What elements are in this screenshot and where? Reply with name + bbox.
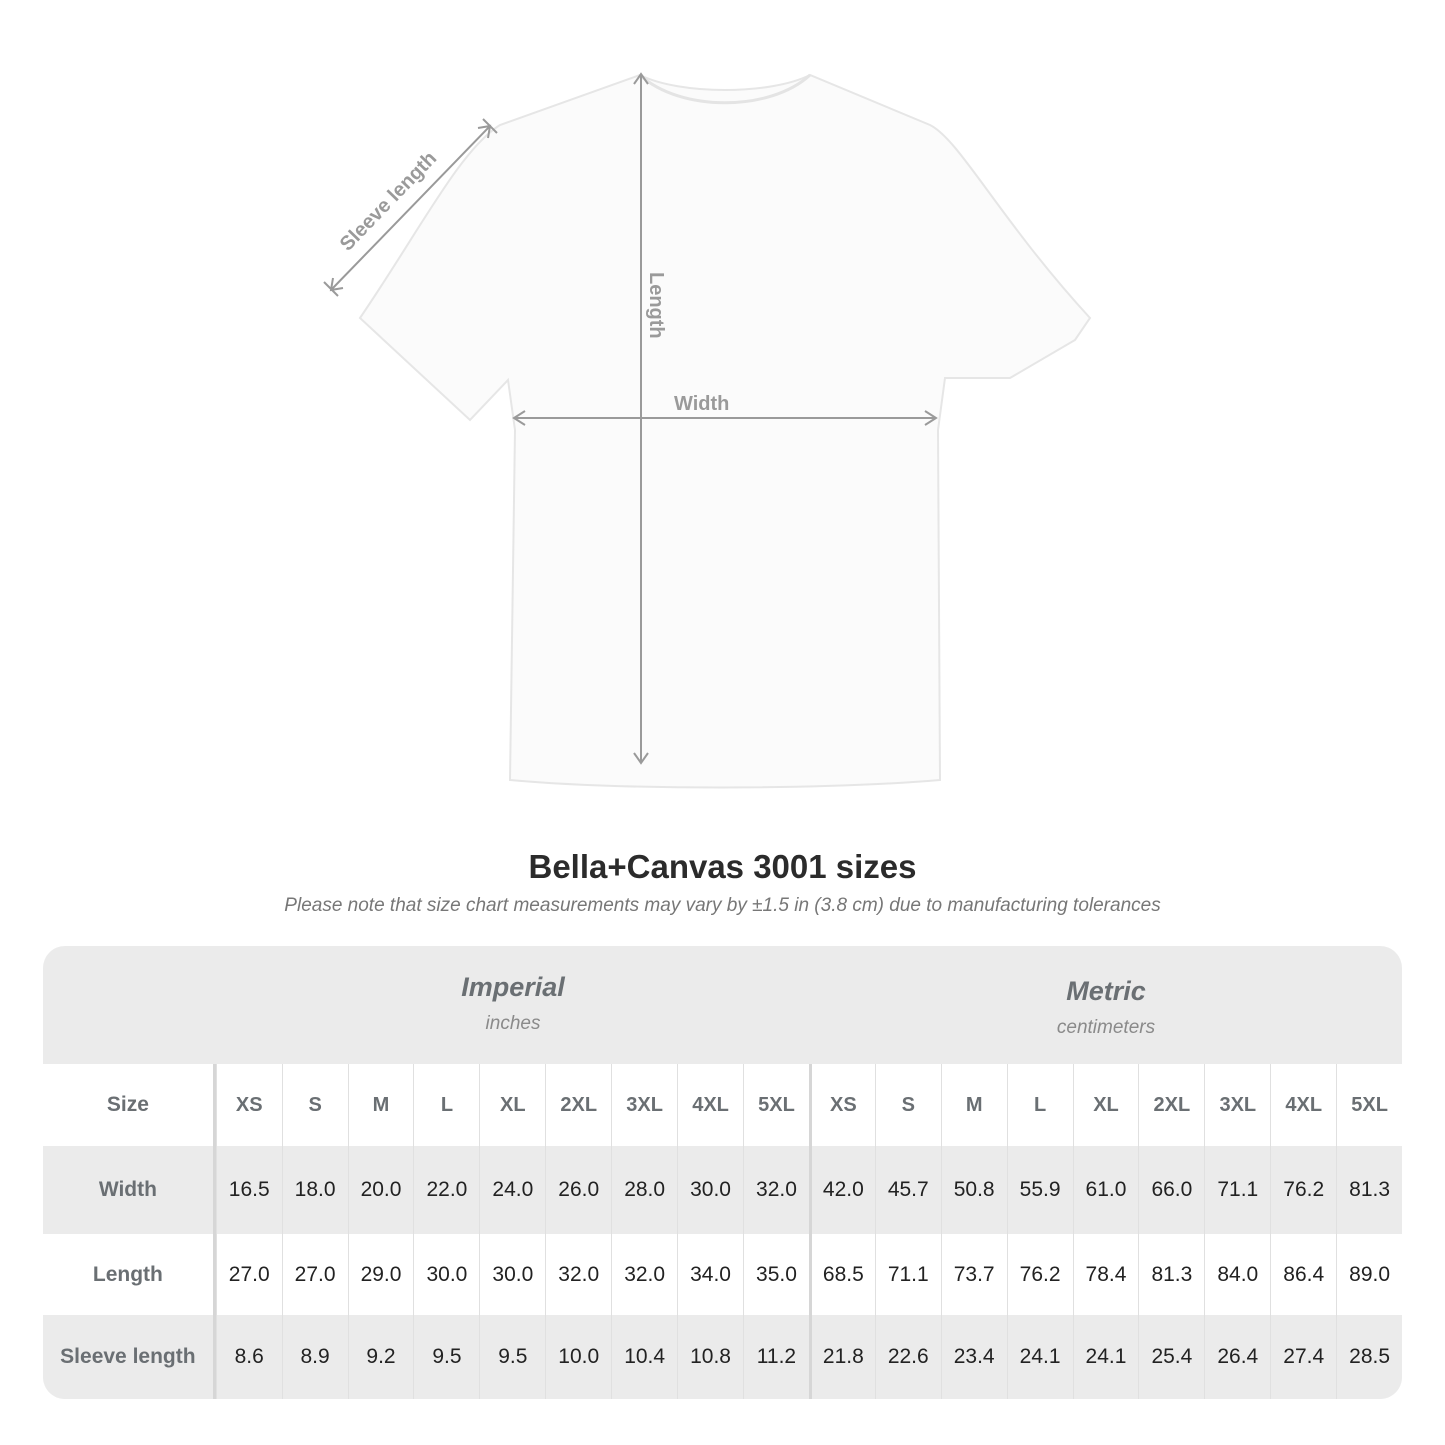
size-header-row: Size XS S M L XL 2XL 3XL 4XL 5XL XS S M L XL 2XL 3XL 4XL 5… xyxy=(43,1064,1402,1146)
imperial-value: 28.0 xyxy=(611,1146,677,1234)
metric-value: 76.2 xyxy=(1006,1234,1073,1315)
width-label: Width xyxy=(674,393,729,415)
imperial-value: 9.5 xyxy=(413,1315,479,1399)
metric-size-l: L xyxy=(1006,1064,1073,1146)
imperial-value: 18.0 xyxy=(281,1146,348,1234)
metric-size-4xl: 4XL xyxy=(1270,1064,1336,1146)
metric-value: 42.0 xyxy=(808,1146,875,1234)
metric-value: 81.3 xyxy=(1138,1234,1204,1315)
metric-unit: centimeters xyxy=(1056,1017,1156,1038)
imperial-value: 34.0 xyxy=(677,1234,743,1315)
imperial-header: Imperial inches xyxy=(216,946,810,1064)
row-label: Sleeve length xyxy=(43,1315,216,1399)
tshirt-image xyxy=(358,73,1092,789)
metric-value: 78.4 xyxy=(1072,1234,1139,1315)
imperial-value: 29.0 xyxy=(347,1234,414,1315)
collar xyxy=(638,73,812,105)
table-row: Width 16.5 18.0 20.0 22.0 24.0 26.0 28.0 30.0 32.… xyxy=(43,1146,1402,1234)
imperial-value: 32.0 xyxy=(545,1234,611,1315)
metric-value: 71.1 xyxy=(874,1234,941,1315)
imperial-value: 26.0 xyxy=(545,1146,611,1234)
imperial-size-xl: XL xyxy=(479,1064,545,1146)
metric-value: 27.4 xyxy=(1270,1315,1336,1399)
imperial-value: 32.0 xyxy=(611,1234,677,1315)
imperial-value: 10.8 xyxy=(677,1315,743,1399)
imperial-size-xs: XS xyxy=(215,1064,282,1146)
imperial-unit: inches xyxy=(485,1013,541,1034)
metric-title: Metric xyxy=(1066,976,1146,1006)
metric-size-xs: XS xyxy=(808,1064,875,1146)
imperial-value: 24.0 xyxy=(479,1146,545,1234)
imperial-value: 8.6 xyxy=(215,1315,282,1399)
metric-value: 55.9 xyxy=(1006,1146,1073,1234)
imperial-value: 27.0 xyxy=(215,1234,282,1315)
metric-size-2xl: 2XL xyxy=(1138,1064,1204,1146)
imperial-value: 9.2 xyxy=(347,1315,414,1399)
metric-value: 89.0 xyxy=(1336,1234,1402,1315)
metric-value: 66.0 xyxy=(1138,1146,1204,1234)
tolerance-note: Please note that size chart measurements… xyxy=(284,895,1161,916)
metric-size-3xl: 3XL xyxy=(1204,1064,1270,1146)
metric-header: Metric centimeters xyxy=(810,946,1402,1064)
metric-value: 25.4 xyxy=(1138,1315,1204,1399)
imperial-size-4xl: 4XL xyxy=(677,1064,743,1146)
imperial-value: 32.0 xyxy=(743,1146,809,1234)
metric-value: 81.3 xyxy=(1336,1146,1402,1234)
row-label: Width xyxy=(43,1146,216,1234)
row-label: Length xyxy=(43,1234,216,1315)
imperial-title: Imperial xyxy=(461,972,565,1002)
metric-value: 86.4 xyxy=(1270,1234,1336,1315)
imperial-value: 30.0 xyxy=(479,1234,545,1315)
size-table: Imperial inches Metric centimeters Size X… xyxy=(43,946,1402,1399)
metric-value: 50.8 xyxy=(940,1146,1007,1234)
metric-value: 61.0 xyxy=(1072,1146,1139,1234)
imperial-size-s: S xyxy=(281,1064,348,1146)
imperial-value: 35.0 xyxy=(743,1234,809,1315)
size-label: Size xyxy=(43,1064,216,1146)
metric-value: 21.8 xyxy=(808,1315,875,1399)
imperial-value: 22.0 xyxy=(413,1146,479,1234)
imperial-size-3xl: 3XL xyxy=(611,1064,677,1146)
imperial-value: 20.0 xyxy=(347,1146,414,1234)
metric-value: 22.6 xyxy=(874,1315,941,1399)
imperial-size-l: L xyxy=(413,1064,479,1146)
metric-value: 24.1 xyxy=(1072,1315,1139,1399)
metric-value: 24.1 xyxy=(1006,1315,1073,1399)
imperial-value: 16.5 xyxy=(215,1146,282,1234)
metric-value: 26.4 xyxy=(1204,1315,1270,1399)
metric-value: 84.0 xyxy=(1204,1234,1270,1315)
table-row: Sleeve length 8.6 8.9 9.2 9.5 9.5 10.0 10.4 10.8… xyxy=(43,1315,1402,1399)
sleeve-line xyxy=(330,125,491,291)
chart-title: Bella+Canvas 3001 sizes xyxy=(528,848,917,885)
imperial-value: 9.5 xyxy=(479,1315,545,1399)
measurement-lines xyxy=(323,72,938,765)
metric-value: 73.7 xyxy=(940,1234,1007,1315)
table-row: Length 27.0 27.0 29.0 30.0 30.0 32.0 32.0 34.0 35… xyxy=(43,1234,1402,1315)
imperial-value: 10.0 xyxy=(545,1315,611,1399)
tshirt-diagram: Sleeve length Length Width xyxy=(323,72,1092,789)
metric-value: 45.7 xyxy=(874,1146,941,1234)
metric-size-m: M xyxy=(940,1064,1007,1146)
imperial-value: 11.2 xyxy=(743,1315,809,1399)
metric-size-s: S xyxy=(874,1064,941,1146)
metric-value: 23.4 xyxy=(940,1315,1007,1399)
imperial-value: 30.0 xyxy=(677,1146,743,1234)
metric-size-5xl: 5XL xyxy=(1336,1064,1402,1146)
metric-value: 28.5 xyxy=(1336,1315,1402,1399)
metric-value: 68.5 xyxy=(808,1234,875,1315)
imperial-size-m: M xyxy=(347,1064,414,1146)
metric-value: 76.2 xyxy=(1270,1146,1336,1234)
imperial-value: 8.9 xyxy=(281,1315,348,1399)
metric-size-xl: XL xyxy=(1072,1064,1139,1146)
length-label: Length xyxy=(645,272,667,339)
imperial-size-2xl: 2XL xyxy=(545,1064,611,1146)
imperial-value: 30.0 xyxy=(413,1234,479,1315)
metric-value: 71.1 xyxy=(1204,1146,1270,1234)
imperial-value: 27.0 xyxy=(281,1234,348,1315)
imperial-size-5xl: 5XL xyxy=(743,1064,809,1146)
imperial-value: 10.4 xyxy=(611,1315,677,1399)
